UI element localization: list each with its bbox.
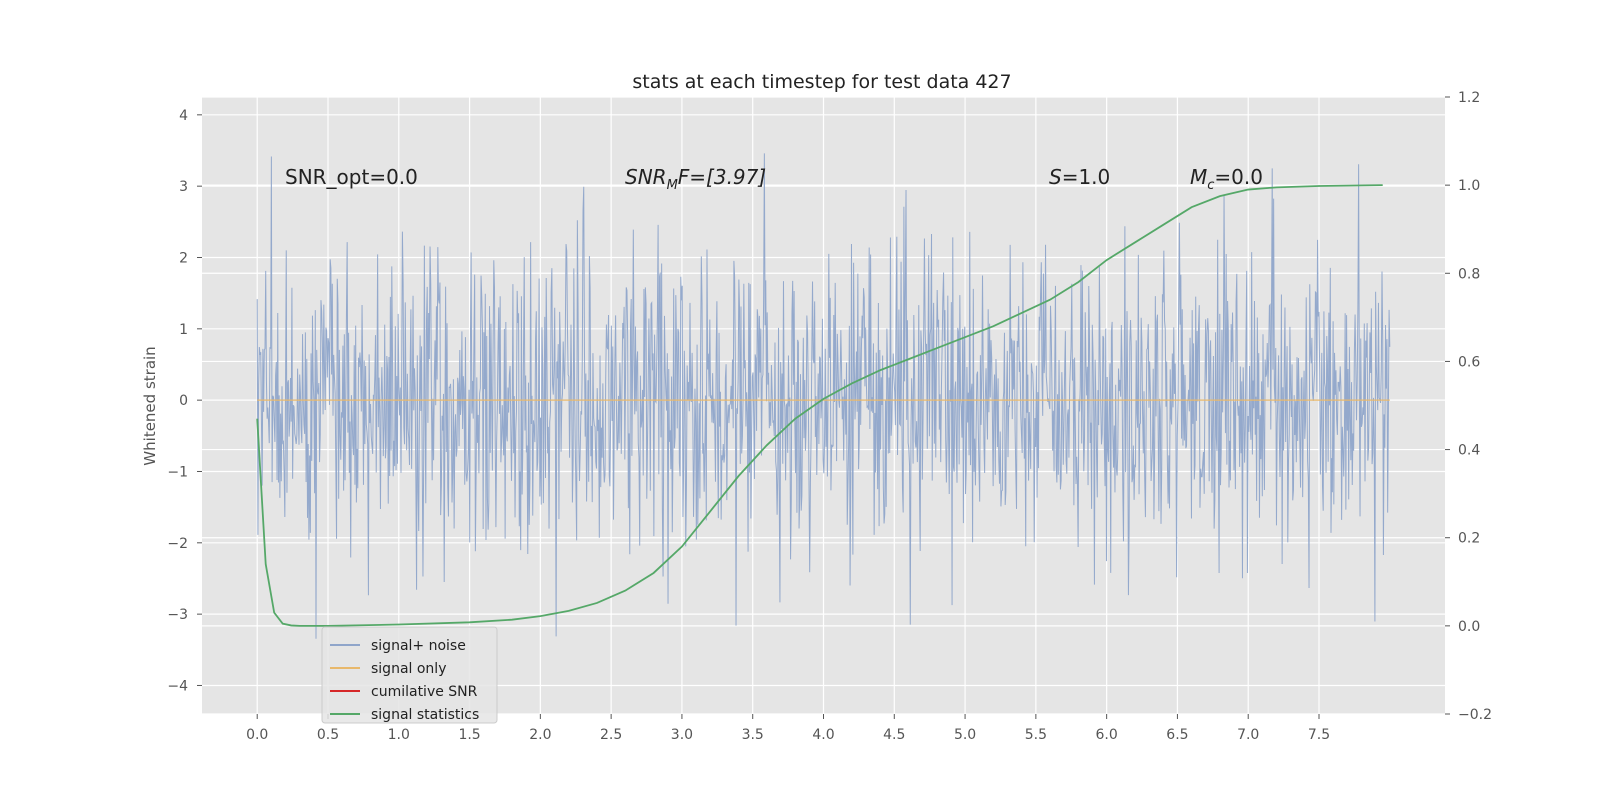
annotation-mc: Mc=0.0	[1190, 165, 1263, 193]
x-tick-label: 3.0	[671, 727, 693, 743]
x-tick-label: 6.5	[1166, 727, 1188, 743]
annotation-snr-mf: SNRMF=[3.97]	[625, 165, 766, 193]
legend: signal+ noise signal only cumilative SNR si…	[321, 626, 498, 724]
x-tick-label: 6.0	[1096, 727, 1118, 743]
legend-label: signal statistics	[371, 707, 479, 723]
x-tick-label: 5.5	[1025, 727, 1047, 743]
annotation-snr-mf-f: F=[3.97]	[678, 165, 766, 189]
y2-tick-label: 0.0	[1458, 619, 1480, 635]
annotation-s-value: =1.0	[1062, 165, 1111, 189]
x-tick-label: 4.0	[812, 727, 834, 743]
legend-label: signal+ noise	[371, 638, 466, 654]
y2-tick-label: −0.2	[1458, 707, 1492, 723]
y-tick-label: 3	[179, 179, 188, 195]
annotation-snr-mf-base: SNR	[625, 165, 667, 189]
annotations: SNR_opt=0.0 SNRMF=[3.97] S=1.0 Mc=0.0	[285, 165, 1263, 193]
legend-label: cumilative SNR	[371, 684, 478, 700]
x-tick-label: 2.5	[600, 727, 622, 743]
y2-tick-label: 1.2	[1458, 90, 1480, 106]
x-tick-label: 7.0	[1237, 727, 1259, 743]
y2-tick-label: 0.2	[1458, 531, 1480, 547]
annotation-snr-mf-sub: M	[667, 178, 678, 193]
legend-box	[321, 626, 498, 724]
series-layer	[256, 153, 1391, 639]
y-tick-label: 0	[179, 393, 188, 409]
x-tick-label: 2.0	[529, 727, 551, 743]
x-tick-label: 0.0	[246, 727, 268, 743]
annotation-s: S=1.0	[1049, 165, 1110, 189]
x-tick-label: 1.0	[388, 727, 410, 743]
y-axis-right: 1.2 1.0 0.8 0.6 0.4 0.2 0.0 −0.2	[1445, 90, 1492, 723]
legend-label: signal only	[371, 661, 446, 677]
y-axis-label: Whitened strain	[141, 346, 159, 465]
annotation-mc-sub: c	[1207, 178, 1214, 193]
y-tick-label: 1	[179, 322, 188, 338]
x-tick-label: 3.5	[742, 727, 764, 743]
y-axis-left: 4 3 2 1 0 −1 −2 −3 −4	[167, 108, 202, 694]
series-3	[256, 184, 1383, 627]
y-tick-label: −3	[167, 607, 188, 623]
series-signal-noise	[256, 153, 1391, 639]
y-tick-label: −4	[167, 678, 188, 694]
y2-tick-label: 0.4	[1458, 443, 1480, 459]
annotation-mc-value: =0.0	[1214, 165, 1263, 189]
y2-tick-label: 1.0	[1458, 178, 1480, 194]
chart-title: stats at each timestep for test data 427	[632, 71, 1011, 93]
annotation-snr-opt: SNR_opt=0.0	[285, 165, 418, 189]
x-axis: 0.0 0.5 1.0 1.5 2.0 2.5 3.0 3.5 4.0 4.5 5.0 5.5 6.0 6…	[246, 714, 1330, 743]
y-tick-label: −1	[167, 464, 188, 480]
x-tick-label: 0.5	[317, 727, 339, 743]
plot-area	[202, 96, 1445, 715]
y-tick-label: 4	[179, 108, 188, 124]
x-tick-label: 4.5	[883, 727, 905, 743]
annotation-s-var: S	[1049, 165, 1062, 189]
x-tick-label: 1.5	[458, 727, 480, 743]
y2-tick-label: 0.6	[1458, 354, 1480, 370]
x-tick-label: 7.5	[1308, 727, 1330, 743]
y2-tick-label: 0.8	[1458, 266, 1480, 282]
y-tick-label: 2	[179, 250, 188, 266]
y-tick-label: −2	[167, 536, 188, 552]
x-tick-label: 5.0	[954, 727, 976, 743]
annotation-mc-var: M	[1190, 165, 1207, 189]
